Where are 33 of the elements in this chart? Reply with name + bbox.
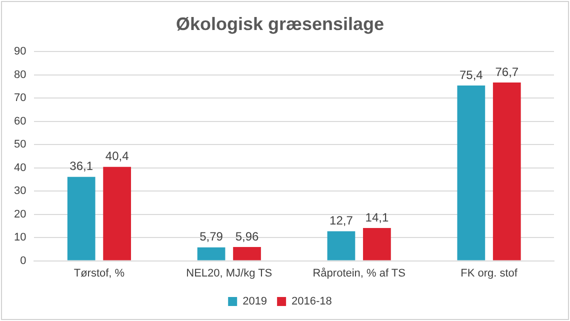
bar: [197, 247, 226, 260]
data-label: 76,7: [495, 64, 519, 79]
legend-label: 2016-18: [292, 296, 332, 308]
x-tick-label: Tørstof, %: [74, 267, 125, 280]
y-tick-label: 30: [14, 185, 26, 198]
y-tick-label: 50: [14, 138, 26, 151]
data-label: 36,1: [70, 159, 94, 174]
bar: [103, 166, 132, 260]
bar: [327, 231, 356, 260]
bar: [67, 176, 96, 260]
y-tick-label: 60: [14, 115, 26, 128]
bar: [233, 246, 261, 260]
y-tick-label: 10: [14, 232, 26, 244]
data-label: 75,4: [459, 68, 484, 82]
x-tick-label: Råprotein, % af TS: [312, 267, 406, 280]
data-label: 14,1: [365, 210, 389, 224]
y-tick-label: 90: [14, 46, 26, 58]
bar: [363, 228, 391, 260]
y-tick-label: 0: [20, 254, 26, 267]
y-tick-label: 20: [14, 208, 26, 220]
chart-title: Økologisk græsensilage: [176, 14, 384, 34]
y-tick-label: 40: [14, 162, 26, 174]
data-label: 5,96: [235, 229, 260, 244]
y-tick-label: 80: [14, 68, 26, 81]
data-label: 40,4: [105, 149, 130, 164]
y-tick-label: 70: [14, 92, 26, 104]
bar: [457, 86, 486, 260]
x-tick-label: FK org. stof: [460, 267, 518, 280]
data-label: 12,7: [330, 214, 354, 228]
legend-label: 2019: [242, 296, 268, 308]
data-label: 5,79: [200, 230, 224, 244]
x-tick-label: NEL20, MJ/kg TS: [186, 267, 272, 280]
bar: [492, 82, 521, 260]
